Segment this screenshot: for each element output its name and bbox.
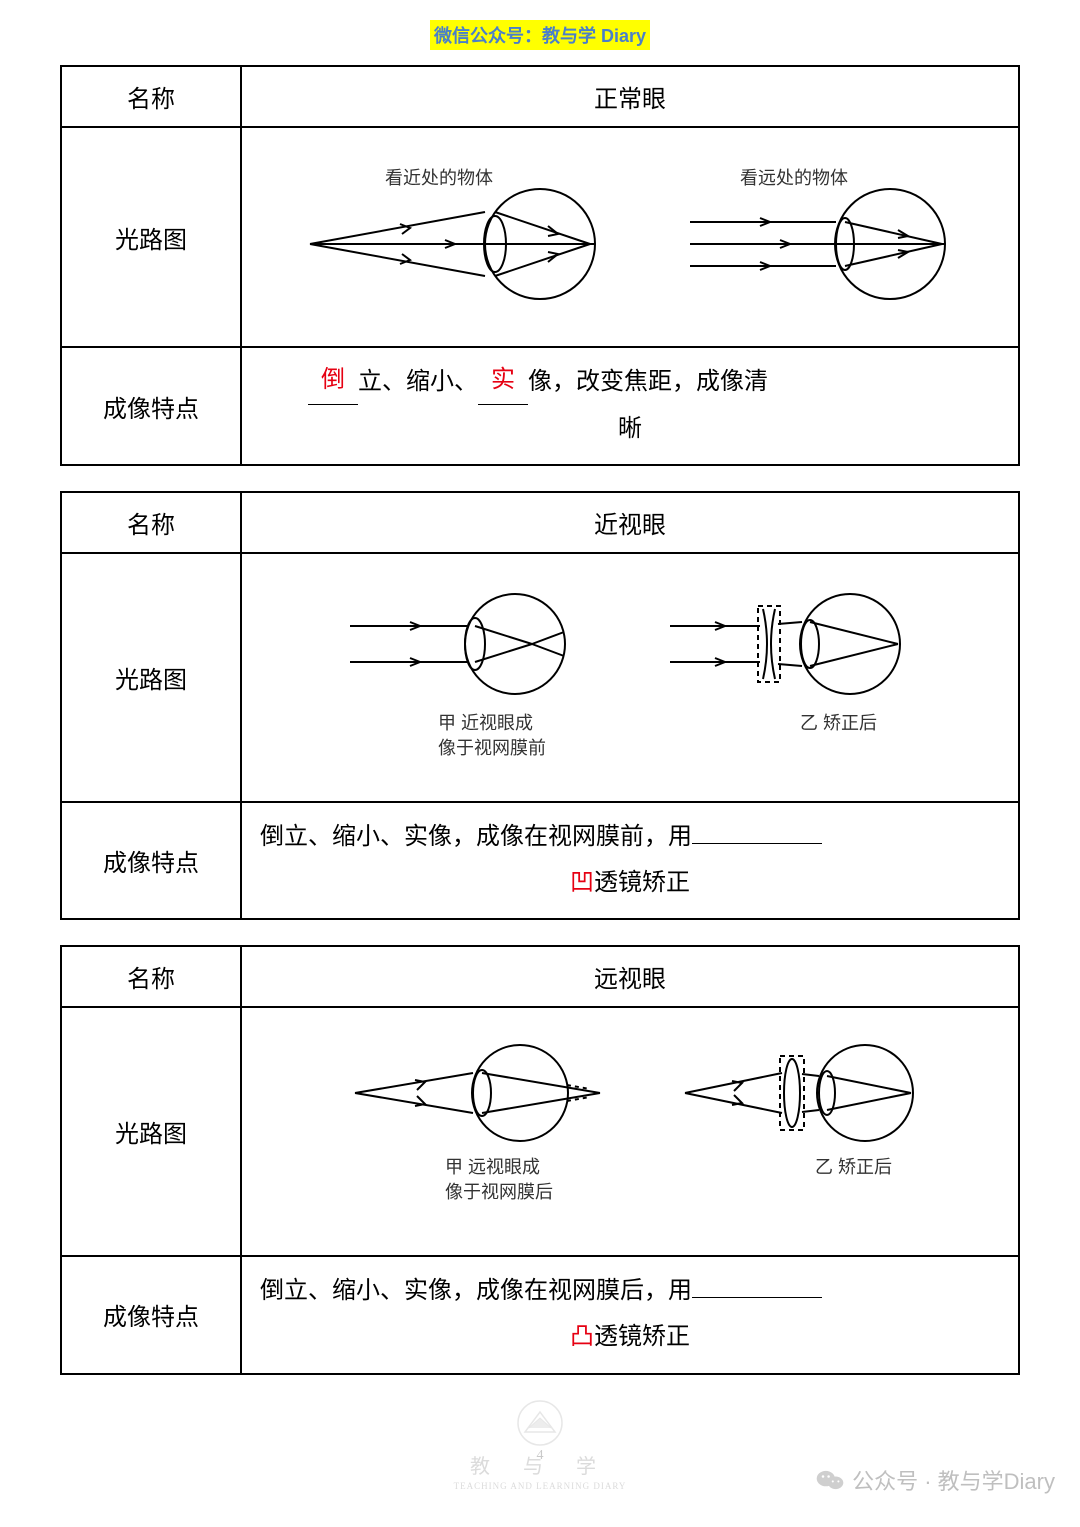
- svg-text:甲 远视眼成: 甲 远视眼成: [445, 1157, 540, 1177]
- row-feature-label: 成像特点: [61, 347, 241, 465]
- myopia-diagram: 甲 近视眼成 像于视网膜前: [270, 564, 990, 784]
- svg-text:像于视网膜前: 像于视网膜前: [438, 738, 546, 758]
- normal-eye-diagram: 看近处的物体 看远处的: [270, 144, 990, 324]
- row-name-label: 名称: [61, 66, 241, 127]
- row-diagram: 看近处的物体 看远处的: [241, 127, 1019, 347]
- wechat-icon: [816, 1468, 844, 1492]
- svg-text:看远处的物体: 看远处的物体: [740, 168, 848, 188]
- row-feature-label: 成像特点: [61, 802, 241, 919]
- svg-text:乙 矫正后: 乙 矫正后: [815, 1157, 892, 1177]
- wechat-watermark: 公众号 · 教与学Diary: [816, 1464, 1055, 1496]
- row-name-value: 远视眼: [241, 946, 1019, 1007]
- row-name-label: 名称: [61, 492, 241, 553]
- row-diagram-label: 光路图: [61, 1007, 241, 1256]
- svg-text:像于视网膜后: 像于视网膜后: [445, 1182, 553, 1202]
- table-hyperopia: 名称 远视眼 光路图 甲 远视眼成 像于: [60, 945, 1020, 1374]
- row-name-value: 正常眼: [241, 66, 1019, 127]
- row-feature-text: 倒立、缩小、实像，改变焦距，成像清 晰: [241, 347, 1019, 465]
- row-feature-label: 成像特点: [61, 1256, 241, 1373]
- row-feature-text: 倒立、缩小、实像，成像在视网膜后，用 凸透镜矫正: [241, 1256, 1019, 1373]
- row-name-value: 近视眼: [241, 492, 1019, 553]
- row-name-label: 名称: [61, 946, 241, 1007]
- row-diagram: 甲 近视眼成 像于视网膜前: [241, 553, 1019, 802]
- hyperopia-diagram: 甲 远视眼成 像于视网膜后: [270, 1018, 990, 1238]
- page-header: 微信公众号：教与学 Diary: [60, 20, 1020, 50]
- svg-text:甲 近视眼成: 甲 近视眼成: [438, 713, 533, 733]
- table-myopia: 名称 近视眼 光路图 甲 近视眼成 像于: [60, 491, 1020, 920]
- table-normal-eye: 名称 正常眼 光路图 看近处的物体: [60, 65, 1020, 466]
- wechat-banner: 微信公众号：教与学 Diary: [430, 20, 650, 50]
- row-diagram-label: 光路图: [61, 127, 241, 347]
- svg-text:乙 矫正后: 乙 矫正后: [800, 713, 877, 733]
- svg-text:看近处的物体: 看近处的物体: [385, 168, 493, 188]
- row-diagram: 甲 远视眼成 像于视网膜后: [241, 1007, 1019, 1256]
- row-diagram-label: 光路图: [61, 553, 241, 802]
- row-feature-text: 倒立、缩小、实像，成像在视网膜前，用 凹透镜矫正: [241, 802, 1019, 919]
